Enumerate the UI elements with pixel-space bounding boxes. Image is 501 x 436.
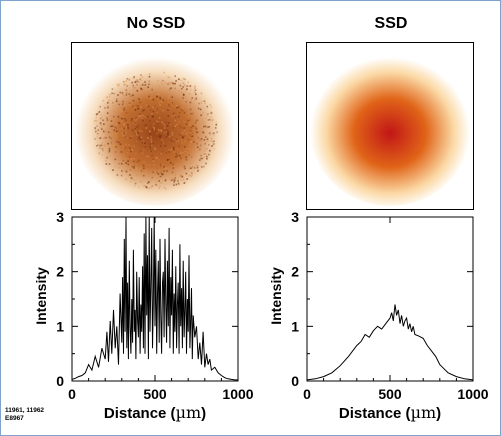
panel-title-no-ssd: No SSD: [126, 15, 186, 32]
x-axis-label-ssd-suffix: ): [436, 405, 442, 422]
y-tick-label-ssd: 1: [291, 318, 299, 334]
x-axis-label-ssd-unit: µm: [410, 403, 437, 422]
y-tick-label-no-ssd: 3: [56, 209, 64, 225]
x-axis-label-no-ssd-suffix: ): [201, 405, 207, 422]
lineout-trace-no-ssd: [72, 217, 238, 381]
x-axis-label-no-ssd-unit: µm: [175, 403, 202, 422]
panel-title-ssd: SSD: [374, 15, 408, 32]
x-tick-label-ssd: 1000: [457, 386, 488, 402]
lineout-plot-ssd: 0 1 2 3 0 500 1000: [291, 209, 489, 402]
x-axis-label-ssd: Distance (µm): [275, 403, 500, 422]
y-tick-label-no-ssd: 1: [56, 318, 64, 334]
y-tick-label-ssd: 3: [291, 209, 299, 225]
y-tick-label-no-ssd: 0: [56, 373, 64, 389]
speckle-texture: [94, 71, 218, 190]
lineout-plot-no-ssd: 0 1 2 3 0 500 1000: [56, 209, 254, 402]
plot-frame-ssd: [306, 216, 474, 382]
beam-image-ssd-svg: [307, 43, 473, 209]
lineout-trace-ssd: [307, 304, 473, 381]
x-tick-label-ssd: 500: [378, 386, 402, 402]
footnote-line-1: 11961, 11962: [5, 407, 45, 414]
x-tick-label-no-ssd: 1000: [222, 386, 253, 402]
x-tick-label-no-ssd: 0: [68, 386, 76, 402]
y-tick-label-ssd: 0: [291, 373, 299, 389]
beam-image-no-ssd-svg: [72, 43, 238, 209]
x-axis-label-ssd-prefix: Distance (: [338, 405, 411, 422]
x-axis-label-no-ssd: Distance (µm): [40, 403, 270, 422]
y-tick-label-ssd: 2: [291, 264, 299, 280]
figure-id-footnote: 11961, 11962 E8967: [5, 407, 44, 423]
x-tick-label-ssd: 0: [303, 386, 311, 402]
beam-image-no-ssd: [71, 42, 239, 210]
x-tick-label-no-ssd: 500: [143, 386, 167, 402]
x-axis-label-no-ssd-prefix: Distance (: [103, 405, 176, 422]
y-tick-label-no-ssd: 2: [56, 264, 64, 280]
beam-image-ssd: [306, 42, 474, 210]
footnote-line-2: E8967: [5, 415, 24, 422]
beam-spot: [310, 54, 470, 206]
